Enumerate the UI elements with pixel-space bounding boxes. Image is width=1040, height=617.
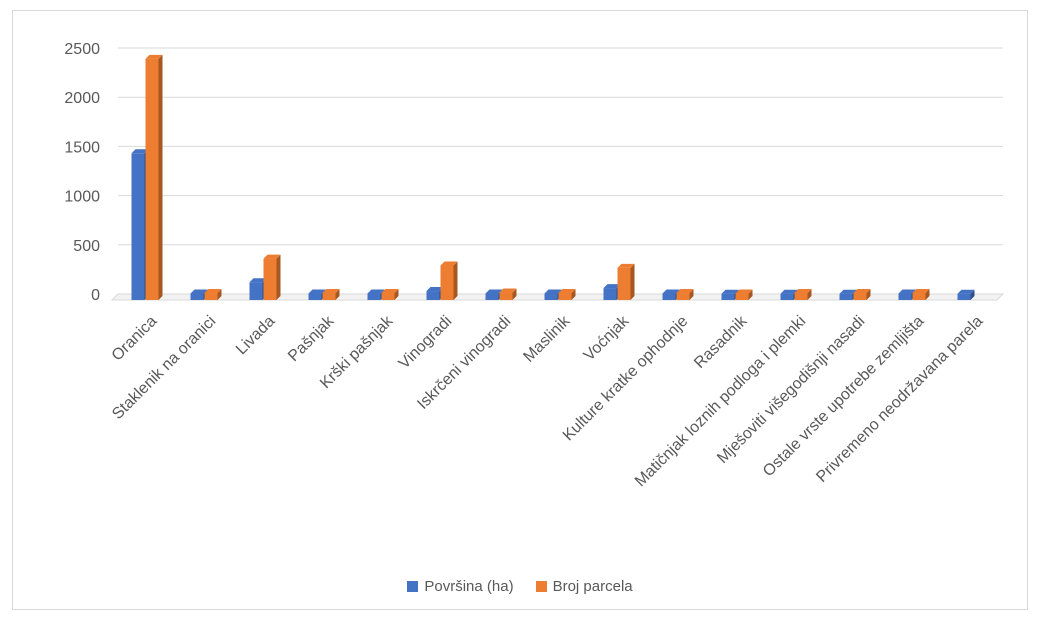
- legend-label-series-1: Površina (ha): [424, 578, 514, 595]
- bar-broj-parcela-4: [381, 289, 399, 300]
- x-tick-label: Staklenik na oranici: [109, 313, 219, 423]
- legend-item-series-2: Broj parcela: [535, 578, 633, 595]
- bar-broj-parcela-10: [735, 289, 753, 300]
- bar-broj-parcela-3: [322, 289, 340, 300]
- bar-broj-parcela-1: [204, 289, 222, 300]
- x-tick-label: Voćnjak: [581, 312, 633, 364]
- x-tick-label: Vinogradi: [396, 313, 456, 373]
- x-tick-label: Maslinik: [520, 312, 574, 366]
- bar-broj-parcela-8: [617, 263, 635, 300]
- y-tick-label: 500: [73, 238, 100, 255]
- x-tick-label: Rasadnik: [691, 312, 751, 372]
- x-tick-label: Oranica: [109, 313, 161, 365]
- legend-swatch-series-2: [535, 581, 547, 592]
- legend-swatch-series-1: [407, 581, 419, 592]
- bar-broj-parcela-9: [676, 289, 694, 300]
- x-tick-label: Kulture kratke ophodnje: [560, 313, 692, 445]
- x-tick-label: Pašnjak: [285, 312, 338, 365]
- chart-frame: [12, 10, 1028, 610]
- bar-broj-parcela-5: [440, 261, 458, 300]
- y-tick-label: 1500: [64, 139, 100, 156]
- legend-label-series-2: Broj parcela: [552, 578, 633, 595]
- bar-broj-parcela-13: [912, 289, 930, 300]
- y-tick-label: 2000: [64, 90, 100, 107]
- y-tick-label: 0: [91, 287, 100, 304]
- bar-broj-parcela-0: [145, 54, 163, 300]
- y-tick-label: 1000: [64, 189, 100, 206]
- bar-povrsina-14: [957, 289, 975, 300]
- legend-item-series-1: Površina (ha): [407, 578, 514, 595]
- bar-broj-parcela-12: [853, 289, 871, 300]
- bar-broj-parcela-7: [558, 289, 576, 300]
- bar-broj-parcela-6: [499, 288, 517, 300]
- y-tick-label: 2500: [64, 41, 100, 58]
- bar-broj-parcela-2: [263, 254, 281, 300]
- x-tick-label: Livada: [233, 313, 278, 358]
- chart-legend: Površina (ha) Broj parcela: [0, 578, 1040, 595]
- bar-broj-parcela-11: [794, 289, 812, 300]
